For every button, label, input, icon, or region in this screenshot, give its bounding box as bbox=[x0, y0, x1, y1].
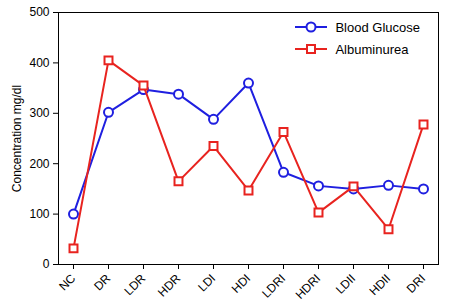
svg-text:LDR: LDR bbox=[121, 271, 148, 298]
svg-text:DR: DR bbox=[91, 271, 113, 293]
svg-text:LDII: LDII bbox=[333, 271, 358, 296]
html-text:Albuminurea: Albuminurea bbox=[335, 41, 409, 57]
svg-text:500: 500 bbox=[29, 5, 49, 19]
svg-text:HDI: HDI bbox=[229, 271, 254, 296]
svg-text:400: 400 bbox=[29, 56, 49, 70]
svg-text:NC: NC bbox=[56, 271, 78, 293]
html-text:Blood Glucose: Blood Glucose bbox=[335, 19, 420, 35]
svg-text:200: 200 bbox=[29, 157, 49, 171]
svg-text:HDRI: HDRI bbox=[293, 271, 324, 302]
svg-text:300: 300 bbox=[29, 106, 49, 120]
svg-text:HDR: HDR bbox=[155, 271, 184, 300]
svg-text:HDII: HDII bbox=[366, 271, 393, 298]
svg-text:LDRI: LDRI bbox=[259, 271, 288, 300]
svg-text:0: 0 bbox=[43, 257, 50, 271]
svg-text:LDI: LDI bbox=[195, 271, 218, 294]
svg-text:DRI: DRI bbox=[404, 271, 429, 296]
svg-text:100: 100 bbox=[29, 207, 49, 221]
svg-text:Concentration mg/dl: Concentration mg/dl bbox=[10, 85, 24, 192]
